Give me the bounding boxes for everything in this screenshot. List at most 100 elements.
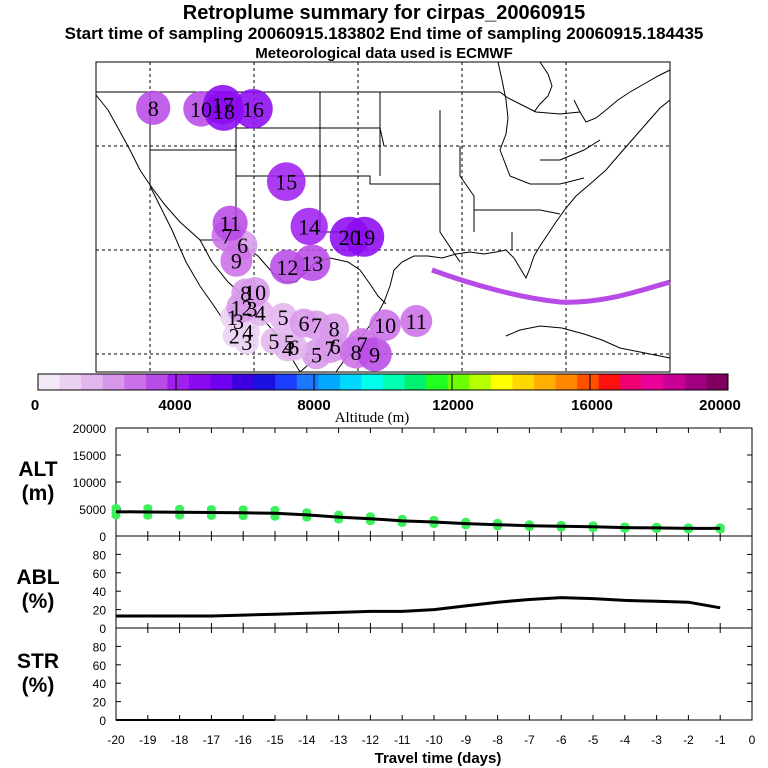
plume-label: 8	[148, 96, 159, 121]
plume-label: 6	[298, 311, 309, 336]
x-tick-label: -18	[171, 733, 189, 747]
plume-marker	[369, 309, 401, 341]
plume-label: 3	[241, 330, 252, 355]
y-tick-label: 80	[93, 548, 107, 562]
plume-marker	[212, 205, 248, 241]
alt-panel-unit: (m)	[22, 482, 55, 505]
plume-label: 8	[329, 316, 340, 341]
chart-title: Retroplume summary for cirpas_20060915	[182, 2, 586, 24]
x-tick-label: -16	[235, 733, 253, 747]
plume-marker	[235, 319, 261, 344]
colorbar-label-8000: 8000	[297, 397, 330, 414]
colorbar-label-16000: 16000	[571, 397, 613, 414]
y-tick-label: 20	[93, 696, 107, 710]
colorbar-segment	[253, 374, 276, 390]
plume-label: 13	[301, 251, 323, 276]
colorbar-label-12000: 12000	[432, 397, 474, 414]
alt-panel-name: ALT	[18, 458, 57, 481]
plume-marker	[220, 244, 253, 277]
x-tick-label: -9	[460, 733, 471, 747]
x-axis-label: Travel time (days)	[375, 750, 502, 767]
x-tick-label: -2	[683, 733, 694, 747]
plume-label: 16	[242, 97, 264, 122]
x-tick-label: -7	[524, 733, 535, 747]
colorbar-title: Altitude (m)	[335, 410, 410, 426]
plume-label: 6	[237, 233, 248, 258]
plume-label: 5	[311, 342, 322, 367]
colorbar-segment	[620, 374, 643, 390]
abl-panel-unit: (%)	[22, 590, 55, 613]
y-tick-label: 15000	[73, 449, 107, 463]
alt-sample-dot	[111, 503, 121, 511]
x-tick-label: -1	[715, 733, 726, 747]
plume-label: 8	[350, 340, 361, 365]
colorbar-segment	[59, 374, 82, 390]
x-tick-label: -11	[394, 733, 411, 747]
y-tick-label: 0	[99, 714, 106, 728]
plume-label: 2	[229, 324, 240, 349]
colorbar-label-0: 0	[31, 397, 39, 414]
abl-y-ticks: 0 20 40 60 80	[93, 548, 752, 636]
alt-sample-dot	[175, 504, 185, 512]
plume-label: 7	[311, 313, 322, 338]
altitude-colorbar	[37, 373, 729, 391]
y-tick-label: 80	[93, 640, 107, 654]
x-tick-label: 0	[749, 733, 756, 747]
plume-label: 10	[190, 97, 212, 122]
x-tick-label: -10	[425, 733, 443, 747]
y-tick-label: 5000	[79, 503, 106, 517]
colorbar-segment	[383, 374, 406, 390]
colorbar-segment	[232, 374, 255, 390]
abl-x-ticks	[115, 536, 753, 628]
trajectory-arc	[431, 267, 671, 305]
plume-label: 5	[284, 330, 295, 355]
abl-panel: ABL (%) 0 20 40 60 80	[16, 535, 753, 636]
colorbar-segment	[641, 374, 664, 390]
plume-label: 5	[278, 305, 289, 330]
colorbar-segment	[361, 374, 384, 390]
plume-label: 6	[330, 334, 341, 359]
plume-label: 17	[212, 93, 234, 118]
abl-line	[116, 596, 721, 618]
plume-label: 1	[227, 305, 238, 330]
plume-marker	[266, 162, 306, 201]
plume-label: 7	[222, 224, 233, 249]
str-panel-frame	[115, 627, 753, 721]
colorbar-label-20000: 20000	[699, 397, 741, 414]
colorbar-segment	[512, 374, 535, 390]
plume-label: 9	[369, 342, 380, 367]
sampling-times: Start time of sampling 20060915.183802 E…	[64, 24, 704, 43]
colorbar-segment	[210, 374, 233, 390]
colorbar-segment	[663, 374, 686, 390]
plume-label: 10	[374, 313, 396, 338]
plume-label: 10	[244, 280, 266, 305]
colorbar-segment	[490, 374, 513, 390]
plume-label: 6	[288, 335, 299, 360]
x-tick-label: -13	[330, 733, 348, 747]
plume-label: 14	[298, 214, 320, 239]
str-panel: STR (%) 0 20 40 60 80	[17, 627, 753, 728]
plume-label: 7	[324, 336, 335, 361]
plume-label: 4	[282, 336, 293, 361]
colorbar-segment	[469, 374, 492, 390]
str-y-ticks: 0 20 40 60 80	[93, 640, 752, 728]
plume-label: 7	[357, 332, 368, 357]
map-coastlines	[95, 61, 671, 373]
colorbar-segment	[577, 374, 600, 390]
y-tick-label: 60	[93, 567, 107, 581]
plume-marker	[329, 216, 370, 257]
colorbar-segment	[533, 374, 556, 390]
y-tick-label: 60	[93, 659, 107, 673]
plume-label: 4	[255, 301, 266, 326]
y-tick-label: 40	[93, 677, 107, 691]
colorbar-label-4000: 4000	[158, 397, 191, 414]
alt-sample-dot	[143, 504, 153, 512]
y-tick-label: 10000	[73, 476, 107, 490]
plume-marker	[319, 313, 350, 344]
colorbar-segment	[188, 374, 211, 390]
x-tick-label: -6	[556, 733, 567, 747]
x-tick-label: -5	[588, 733, 599, 747]
plume-label: 15	[275, 170, 297, 195]
colorbar-segment	[102, 374, 125, 390]
